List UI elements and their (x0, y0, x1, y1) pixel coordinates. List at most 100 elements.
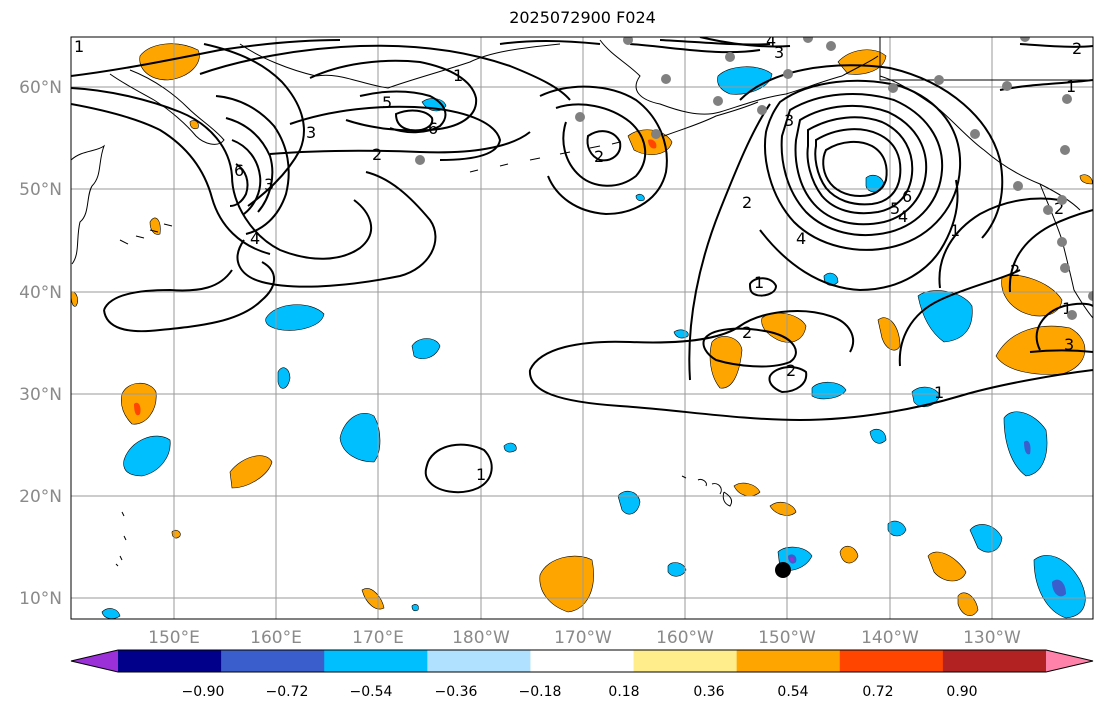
contour-label: 1 (754, 273, 764, 292)
ocean-background (71, 37, 1093, 619)
contour-label: 4 (898, 207, 908, 226)
colorbar-tick-label: 0.90 (946, 684, 977, 700)
contour-label: 4 (796, 229, 806, 248)
positive-anomaly-region (1079, 174, 1093, 185)
contour-label: 6 (902, 187, 912, 206)
coastlines (71, 37, 1093, 567)
colorbar-tick-label: −0.36 (435, 684, 478, 700)
contour-line (739, 64, 1004, 239)
lat-label: 10°N (19, 589, 62, 609)
contour-label: 1 (74, 37, 84, 56)
contour-label: 4 (250, 229, 260, 248)
colorbar-segment (839, 650, 944, 672)
negative-anomaly-region (667, 562, 687, 577)
map-area: 1 2 3 4 5 6 3 2 4 3 6 1 2 3 4 2 4 6 5 1 … (71, 31, 1093, 619)
positive-anomaly-region (733, 482, 761, 497)
colorbar-tick-label: 0.54 (777, 684, 808, 700)
contour-line (759, 179, 959, 292)
station-dot (888, 83, 898, 93)
contour-label: 2 (786, 361, 796, 380)
strong-positive-core (648, 139, 657, 149)
negative-anomaly-region (811, 381, 847, 400)
negative-anomaly-region (503, 442, 517, 453)
negative-anomaly-region (339, 412, 381, 463)
contour-line (586, 130, 622, 162)
station-dot (1057, 195, 1067, 205)
coastline-kurils (119, 223, 173, 245)
colorbar-tick-label: 0.36 (693, 684, 724, 700)
contour-labels: 1 2 3 4 5 6 3 2 4 3 6 1 2 3 4 2 4 6 5 1 … (74, 31, 1082, 484)
colorbar-extend-high (1046, 650, 1093, 672)
contour-line (768, 366, 808, 394)
lat-label: 40°N (19, 283, 62, 303)
colorbar-tick-label: 0.72 (862, 684, 893, 700)
longitude-labels: 150°E 160°E 170°E 180°W 170°W 160°W 150°… (148, 628, 1021, 648)
contour-line (780, 93, 944, 236)
station-dot (1088, 291, 1093, 301)
colorbar-segment (633, 650, 738, 672)
contour-line (71, 103, 271, 255)
contour-label: 4 (766, 31, 776, 50)
negative-anomaly-region (969, 524, 1003, 553)
contour-line (1008, 209, 1093, 293)
colorbar-tick-labels: −0.90 −0.72 −0.54 −0.36 −0.18 0.18 0.36 … (182, 684, 978, 700)
contour-line (529, 310, 855, 371)
contour-line (794, 104, 928, 226)
positive-anomaly-region (769, 501, 797, 516)
station-dot (623, 37, 633, 45)
contour-label: 2 (372, 145, 382, 164)
lat-label: 20°N (19, 487, 62, 507)
lon-label: 130°W (963, 628, 1021, 648)
contour-line (1035, 302, 1093, 351)
negative-anomaly-region (869, 428, 887, 444)
contour-line (659, 39, 771, 46)
contour-line (103, 261, 275, 333)
colorbar-segment (942, 650, 1047, 672)
lat-label: 50°N (19, 180, 62, 200)
contour-line (309, 59, 478, 132)
map-title: 2025072900 F024 (509, 8, 656, 27)
lon-label: 140°W (861, 628, 919, 648)
contour-line (499, 40, 601, 45)
contour-label: 2 (1010, 261, 1020, 280)
colorbar-segment (530, 650, 635, 672)
lon-label: 160°W (656, 628, 714, 648)
station-dot (713, 96, 723, 106)
coastline-hawaii (681, 475, 733, 507)
station-dot (651, 129, 661, 139)
contour-line (748, 277, 778, 297)
colorbar-outline (70, 649, 1094, 673)
contour-label: 3 (784, 111, 794, 130)
positive-anomaly-region (121, 382, 157, 425)
contour-line (938, 197, 1061, 289)
station-dot (826, 41, 836, 51)
contour-line (1019, 43, 1093, 48)
strong-negative-core (790, 557, 794, 562)
contour-lines (71, 37, 1093, 494)
contour-line (424, 443, 493, 494)
positive-anomaly-region (189, 120, 199, 130)
contour-line (225, 117, 274, 213)
station-dot (970, 129, 980, 139)
colorbar-segment (427, 650, 531, 672)
contour-line (231, 139, 262, 215)
station-dot (783, 69, 793, 79)
coastline-north-america-north (879, 37, 1093, 81)
station-dot (1062, 94, 1072, 104)
station-dot (1043, 205, 1053, 215)
contour-line (359, 90, 447, 134)
station-dot (803, 37, 813, 43)
positive-anomaly-region (927, 551, 967, 582)
positive-anomaly-region (837, 49, 887, 75)
contour-line (699, 37, 791, 48)
station-dot (415, 155, 425, 165)
colorbar-tick-label: −0.18 (519, 684, 562, 700)
station-dot (661, 74, 671, 84)
negative-anomaly-region (411, 338, 441, 359)
station-dot (575, 112, 585, 122)
strong-negative-core (1052, 579, 1066, 597)
contour-line (289, 105, 502, 161)
negative-anomaly-region (635, 194, 645, 202)
contour-line (394, 109, 434, 132)
map-frame (70, 36, 1094, 620)
